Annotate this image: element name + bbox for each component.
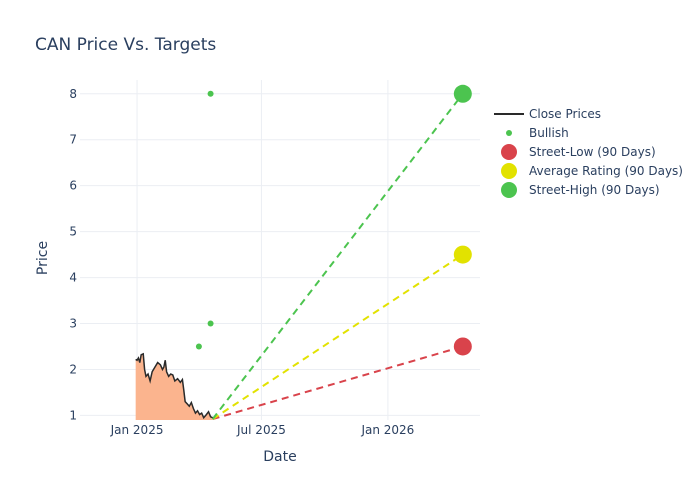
legend-swatch-marker bbox=[501, 144, 517, 160]
street-low-line bbox=[212, 345, 464, 421]
y-tick-label: 5 bbox=[69, 225, 77, 239]
bullish-point bbox=[207, 320, 214, 327]
legend-swatch-marker bbox=[501, 163, 517, 179]
bullish-point bbox=[207, 90, 214, 97]
y-tick-label: 7 bbox=[69, 133, 77, 147]
close-price-area bbox=[135, 353, 213, 420]
street-low-marker bbox=[453, 337, 472, 356]
y-tick-label: 3 bbox=[69, 317, 77, 331]
close-price-line bbox=[135, 352, 213, 420]
legend-label: Average Rating (90 Days) bbox=[529, 164, 683, 178]
y-tick-labels: 1 2 3 4 5 6 7 8 bbox=[69, 87, 77, 423]
x-tick-label: Jan 2025 bbox=[110, 423, 164, 437]
close-price-fill bbox=[135, 353, 213, 420]
y-tick-label: 4 bbox=[69, 271, 77, 285]
y-tick-label: 8 bbox=[69, 87, 77, 101]
x-tick-label: Jul 2025 bbox=[236, 423, 286, 437]
legend-label: Street-Low (90 Days) bbox=[529, 145, 656, 159]
y-tick-label: 2 bbox=[69, 362, 77, 376]
target-lines bbox=[211, 93, 464, 421]
average-rating-line bbox=[212, 253, 464, 420]
y-tick-label: 6 bbox=[69, 179, 77, 193]
bullish-point bbox=[195, 343, 202, 350]
x-tick-labels: Jan 2025 Jul 2025 Jan 2026 bbox=[110, 423, 415, 437]
legend-label: Street-High (90 Days) bbox=[529, 183, 660, 197]
chart-title: CAN Price Vs. Targets bbox=[35, 35, 216, 55]
legend-label: Bullish bbox=[529, 126, 569, 140]
y-axis-title: Price bbox=[35, 241, 51, 275]
legend-label: Close Prices bbox=[529, 107, 601, 121]
x-tick-label: Jan 2026 bbox=[360, 423, 414, 437]
street-high-marker bbox=[453, 84, 472, 103]
close-price-series bbox=[135, 352, 213, 420]
legend: Close Prices Bullish Street-Low (90 Days) A… bbox=[494, 107, 683, 198]
x-axis-title: Date bbox=[263, 449, 296, 465]
target-markers bbox=[453, 84, 472, 356]
street-high-line bbox=[211, 93, 464, 420]
average-rating-marker bbox=[453, 245, 472, 264]
legend-swatch-marker bbox=[501, 182, 517, 198]
y-tick-label: 1 bbox=[69, 408, 77, 422]
bullish-series bbox=[195, 90, 214, 350]
legend-swatch-dot bbox=[506, 130, 512, 136]
